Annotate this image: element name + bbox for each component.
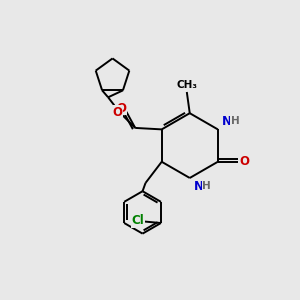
- Text: N: N: [194, 180, 204, 193]
- Text: O: O: [112, 106, 122, 118]
- Text: H: H: [230, 116, 239, 126]
- Text: CH₃: CH₃: [176, 80, 197, 90]
- Text: N: N: [222, 115, 232, 128]
- Text: O: O: [239, 155, 249, 168]
- Text: Cl: Cl: [132, 214, 145, 227]
- Text: H: H: [202, 181, 211, 191]
- Text: O: O: [116, 102, 126, 115]
